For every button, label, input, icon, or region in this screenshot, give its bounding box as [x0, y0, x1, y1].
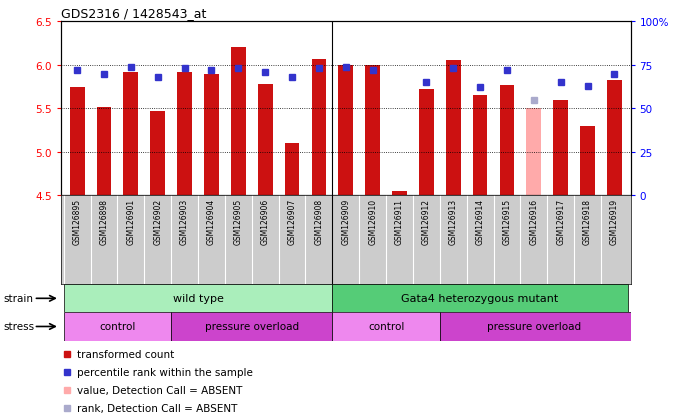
Bar — [332, 285, 628, 313]
Bar — [151, 112, 165, 196]
Text: GSM126918: GSM126918 — [583, 198, 592, 244]
Text: GSM126905: GSM126905 — [234, 198, 243, 244]
Text: control: control — [368, 322, 404, 332]
Bar — [440, 313, 631, 341]
Text: GSM126919: GSM126919 — [610, 198, 619, 244]
Bar — [64, 313, 171, 341]
Text: GSM126913: GSM126913 — [449, 198, 458, 244]
Text: stress: stress — [3, 322, 35, 332]
Text: GDS2316 / 1428543_at: GDS2316 / 1428543_at — [61, 7, 206, 20]
Text: GSM126904: GSM126904 — [207, 198, 216, 244]
Text: GSM126908: GSM126908 — [315, 198, 323, 244]
Text: transformed count: transformed count — [77, 349, 174, 359]
Bar — [526, 109, 541, 196]
Text: GSM126914: GSM126914 — [475, 198, 485, 244]
Text: GSM126916: GSM126916 — [530, 198, 538, 244]
Bar — [392, 192, 407, 196]
Text: control: control — [99, 322, 136, 332]
Bar — [96, 107, 111, 196]
Text: GSM126901: GSM126901 — [126, 198, 136, 244]
Text: GSM126906: GSM126906 — [260, 198, 270, 244]
Bar — [258, 85, 273, 196]
Text: GSM126898: GSM126898 — [100, 198, 108, 244]
Text: GSM126911: GSM126911 — [395, 198, 404, 244]
Text: pressure overload: pressure overload — [205, 322, 299, 332]
Bar — [473, 96, 487, 196]
Bar — [607, 81, 622, 196]
Bar — [311, 59, 326, 196]
Text: GSM126895: GSM126895 — [73, 198, 81, 244]
Text: Gata4 heterozygous mutant: Gata4 heterozygous mutant — [401, 294, 559, 304]
Bar — [177, 73, 192, 196]
Bar — [580, 126, 595, 196]
Bar — [338, 66, 353, 196]
Bar — [171, 313, 332, 341]
Bar — [500, 85, 515, 196]
Text: pressure overload: pressure overload — [487, 322, 581, 332]
Bar — [553, 100, 568, 196]
Bar — [285, 144, 300, 196]
Text: percentile rank within the sample: percentile rank within the sample — [77, 367, 253, 377]
Text: GSM126915: GSM126915 — [502, 198, 511, 244]
Text: wild type: wild type — [173, 294, 224, 304]
Text: value, Detection Call = ABSENT: value, Detection Call = ABSENT — [77, 385, 242, 395]
Text: GSM126903: GSM126903 — [180, 198, 189, 244]
Bar — [64, 285, 332, 313]
Text: GSM126902: GSM126902 — [153, 198, 162, 244]
Bar — [419, 90, 434, 196]
Bar — [70, 88, 85, 196]
Bar — [231, 48, 245, 196]
Bar — [446, 61, 460, 196]
Text: GSM126910: GSM126910 — [368, 198, 377, 244]
Text: strain: strain — [3, 294, 33, 304]
Text: GSM126909: GSM126909 — [341, 198, 351, 244]
Text: GSM126917: GSM126917 — [556, 198, 565, 244]
Text: rank, Detection Call = ABSENT: rank, Detection Call = ABSENT — [77, 403, 237, 413]
Text: GSM126912: GSM126912 — [422, 198, 431, 244]
Bar — [365, 66, 380, 196]
Bar — [332, 313, 440, 341]
Text: GSM126907: GSM126907 — [287, 198, 296, 244]
Bar — [204, 74, 219, 196]
Bar — [123, 73, 138, 196]
